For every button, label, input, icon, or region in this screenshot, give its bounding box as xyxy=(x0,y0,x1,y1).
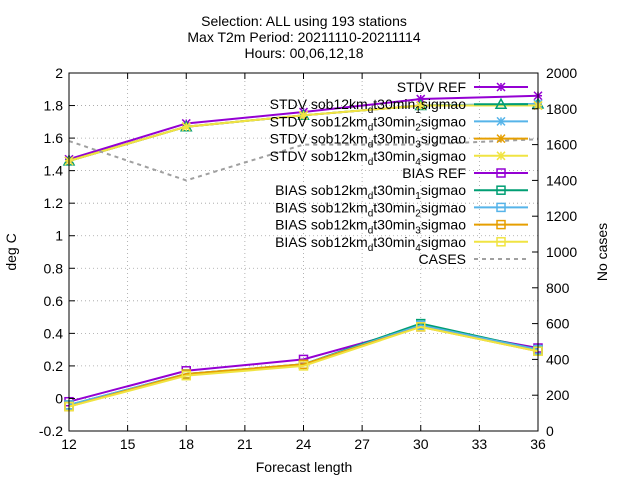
data-point xyxy=(298,110,309,120)
y-tick-label: 1.8 xyxy=(44,98,64,114)
legend-label: STDV REF xyxy=(397,79,466,95)
legend-marker xyxy=(496,237,506,247)
legend-label: BIAS REF xyxy=(402,165,466,181)
y2-tick-label: 1200 xyxy=(546,208,577,224)
title-line: Hours: 00,06,12,18 xyxy=(244,45,363,61)
y2-tick-label: 600 xyxy=(546,316,570,332)
y2-tick-label: 2000 xyxy=(546,65,577,81)
legend-label: BIAS sob12kmdt30min4sigmao xyxy=(275,234,466,254)
data-point xyxy=(181,370,191,381)
x-tick-label: 36 xyxy=(530,436,546,452)
legend-marker xyxy=(496,202,506,213)
y2-axis-label: No cases xyxy=(594,223,610,281)
x-tick-label: 18 xyxy=(178,436,194,452)
y-tick-label: 0.6 xyxy=(44,293,64,309)
series-line xyxy=(68,325,539,408)
legend-marker xyxy=(494,97,508,109)
legend-label: STDV sob12kmdt30min1sigmao xyxy=(270,96,467,116)
legend-label: STDV sob12kmdt30min3sigmao xyxy=(270,131,467,151)
data-point xyxy=(416,322,426,332)
y-axis-label: deg C xyxy=(3,233,19,270)
y2-tick-label: 400 xyxy=(546,351,570,367)
legend-marker xyxy=(496,168,506,178)
legend-label: STDV sob12kmdt30min2sigmao xyxy=(270,113,467,133)
series-line xyxy=(68,138,539,182)
y-tick-label: 0.8 xyxy=(44,260,64,276)
x-axis-label: Forecast length xyxy=(256,459,353,475)
legend-marker xyxy=(496,82,506,92)
legend-marker xyxy=(496,185,506,195)
y-tick-label: 1.4 xyxy=(44,163,64,179)
title-line: Max T2m Period: 20211110-20211114 xyxy=(187,29,420,45)
x-tick-label: 30 xyxy=(413,436,429,452)
x-tick-label: 27 xyxy=(354,436,370,452)
y2-tick-label: 1400 xyxy=(546,172,577,188)
legend-marker xyxy=(496,134,506,144)
legend-label: BIAS sob12kmdt30min1sigmao xyxy=(275,182,466,202)
y-tick-label: 0.2 xyxy=(44,358,64,374)
x-tick-label: 15 xyxy=(120,436,136,452)
x-tick-label: 24 xyxy=(296,436,312,452)
y-tick-label: -0.2 xyxy=(39,423,63,439)
y-tick-label: 2 xyxy=(55,65,63,81)
y-tick-label: 1 xyxy=(55,228,63,244)
y2-tick-label: 200 xyxy=(546,387,570,403)
legend-label: STDV sob12kmdt30min4sigmao xyxy=(270,148,467,168)
axes: 12 15 18 21 24 27 30 33 36 -0.2 0 0.2 0.4 0.6 0.8 1 1.2 1… xyxy=(39,65,577,452)
title-line: Selection: ALL using 193 stations xyxy=(201,13,407,29)
y2-tick-label: 1000 xyxy=(546,244,577,260)
y2-tick-label: 1800 xyxy=(546,101,577,117)
x-tick-label: 21 xyxy=(237,436,253,452)
y2-tick-label: 800 xyxy=(546,280,570,296)
x-tick-label: 33 xyxy=(472,436,488,452)
y-tick-label: 0.4 xyxy=(44,325,64,341)
data-point xyxy=(416,101,426,111)
data-point xyxy=(298,361,309,371)
legend-marker xyxy=(496,219,506,230)
legend-label: CASES xyxy=(419,251,466,267)
data-point xyxy=(181,122,191,132)
y2-tick-label: 1600 xyxy=(546,137,577,153)
series-10 xyxy=(68,138,539,182)
legend-label: BIAS sob12kmdt30min2sigmao xyxy=(275,199,466,219)
legend-marker xyxy=(496,116,506,126)
legend-marker xyxy=(496,151,506,161)
x-tick-label: 12 xyxy=(61,436,77,452)
y-tick-label: 0 xyxy=(55,390,63,406)
legend-label: BIAS sob12kmdt30min3sigmao xyxy=(275,217,466,237)
y-tick-label: 1.2 xyxy=(44,195,64,211)
y-tick-label: 1.6 xyxy=(44,130,64,146)
y2-tick-label: 0 xyxy=(546,423,554,439)
